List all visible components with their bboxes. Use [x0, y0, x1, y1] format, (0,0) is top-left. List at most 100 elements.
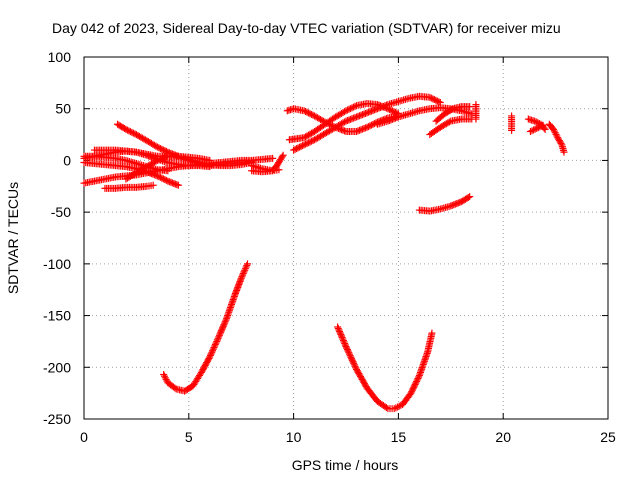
data-point	[161, 176, 169, 184]
data-point	[220, 321, 228, 329]
data-point	[238, 273, 246, 281]
data-point	[241, 265, 249, 273]
data-point	[428, 329, 436, 337]
data-point	[243, 261, 251, 269]
data-point	[445, 118, 453, 126]
data-point	[526, 127, 534, 135]
data-point	[159, 175, 167, 183]
data-point	[367, 121, 375, 129]
data-point	[300, 107, 308, 115]
data-point	[291, 145, 299, 153]
data-point	[243, 260, 251, 268]
data-point	[213, 337, 221, 345]
data-point	[395, 402, 403, 410]
data-point	[537, 122, 545, 130]
data-point	[508, 112, 516, 120]
gridlines	[84, 57, 608, 419]
data-point	[337, 332, 345, 340]
data-point	[215, 331, 223, 339]
y-axis-label: SDTVAR / TECUs	[5, 182, 21, 294]
x-axis-label: GPS time / hours	[292, 457, 399, 473]
data-point	[552, 130, 560, 138]
data-point	[343, 346, 351, 354]
data-series	[122, 152, 256, 183]
data-point	[343, 344, 351, 352]
y-tick-labels: -250 -200 -150 -100 -50 0 50 100	[43, 49, 71, 427]
data-series	[508, 112, 516, 134]
data-point	[239, 270, 247, 278]
data-point	[336, 329, 344, 337]
data-point	[392, 404, 400, 412]
data-point	[394, 403, 402, 411]
data-point	[214, 334, 222, 342]
data-point	[211, 342, 219, 350]
data-point	[302, 108, 310, 116]
data-point	[429, 95, 437, 103]
data-point	[531, 125, 539, 133]
data-series	[285, 100, 402, 144]
data-point	[435, 98, 443, 106]
data-point	[352, 364, 360, 372]
data-point	[128, 128, 136, 136]
data-point	[387, 106, 395, 114]
data-point	[335, 326, 343, 334]
data-series	[101, 181, 157, 192]
data-point	[241, 266, 249, 274]
data-point	[350, 361, 358, 369]
data-point	[303, 139, 311, 147]
y-tick-label: 0	[63, 152, 71, 168]
data-point	[533, 124, 541, 132]
data-point	[275, 166, 283, 174]
data-point	[306, 110, 314, 118]
data-point	[153, 143, 161, 151]
data-point	[539, 121, 547, 129]
data-point	[299, 142, 307, 150]
data-point	[344, 347, 352, 355]
data-point	[161, 374, 169, 382]
data-point	[334, 324, 342, 332]
data-point	[432, 96, 440, 104]
x-tick-label: 15	[391, 429, 407, 445]
data-point	[390, 108, 398, 116]
data-point	[242, 263, 250, 271]
data-point	[308, 110, 316, 118]
data-point	[206, 351, 214, 359]
data-point	[221, 319, 229, 327]
data-point	[131, 130, 139, 138]
data-point	[174, 181, 182, 189]
data-point	[152, 157, 160, 165]
x-tick-label: 25	[600, 429, 616, 445]
data-point	[155, 144, 163, 152]
data-point	[160, 372, 168, 380]
data-point	[339, 335, 347, 343]
data-point	[339, 337, 347, 345]
data-point	[388, 107, 396, 115]
data-point	[415, 373, 423, 381]
data-point	[345, 350, 353, 358]
data-point	[532, 118, 540, 126]
data-point	[222, 316, 230, 324]
data-point	[162, 375, 170, 383]
data-point	[211, 341, 219, 349]
data-point	[206, 353, 214, 361]
data-point	[269, 154, 277, 162]
data-series	[160, 260, 251, 395]
data-point	[366, 122, 374, 130]
data-point	[430, 96, 438, 104]
data-point	[294, 144, 302, 152]
data-point	[221, 318, 229, 326]
data-point	[341, 108, 349, 116]
data-point	[305, 139, 313, 147]
data-point	[240, 268, 248, 276]
y-tick-label: -150	[43, 308, 71, 324]
data-point	[382, 404, 390, 412]
data-point	[346, 105, 354, 113]
data-point	[341, 341, 349, 349]
data-point	[209, 345, 217, 353]
data-point	[159, 146, 167, 154]
data-point	[345, 105, 353, 113]
data-point	[217, 328, 225, 336]
y-tick-label: 50	[55, 101, 71, 117]
data-point	[129, 129, 137, 137]
data-point	[210, 344, 218, 352]
